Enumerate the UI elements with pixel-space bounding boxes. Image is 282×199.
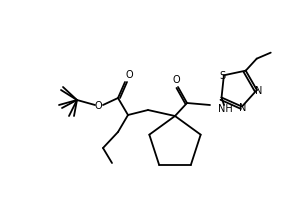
Text: S: S [220,71,226,81]
Text: O: O [94,101,102,111]
Text: N: N [239,103,247,113]
Text: O: O [125,70,133,80]
Text: O: O [172,75,180,85]
Text: NH: NH [218,104,233,114]
Text: N: N [255,86,263,96]
